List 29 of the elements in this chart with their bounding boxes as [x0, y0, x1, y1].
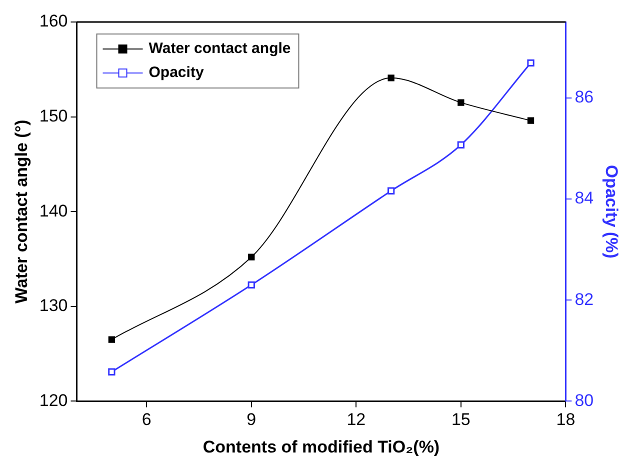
- x-tick-label: 15: [451, 410, 470, 430]
- x-axis-title: Contents of modified TiO₂(%): [202, 437, 440, 456]
- legend-label: Water contact angle: [148, 40, 291, 58]
- point: [527, 59, 534, 67]
- point: [387, 187, 395, 194]
- x-tick-label: 12: [346, 410, 366, 430]
- y-axis-title: Water contact angle (°): [12, 120, 31, 304]
- point: [248, 281, 255, 288]
- y-tick-label: 120: [39, 390, 68, 410]
- y2-tick-label: 80: [574, 390, 594, 410]
- point: [527, 117, 534, 124]
- y-tick-label: 130: [39, 296, 68, 316]
- legend-label: Opacity: [148, 64, 204, 82]
- x-tick-label: 18: [556, 410, 576, 430]
- y2-tick-label: 82: [574, 290, 594, 309]
- point: [457, 141, 464, 148]
- x-tick-label: 6: [142, 410, 152, 430]
- x-tick-label: 9: [246, 410, 256, 430]
- point: [108, 368, 116, 376]
- point: [388, 74, 394, 82]
- y-tick-label: 140: [39, 201, 68, 220]
- point: [108, 336, 116, 343]
- point: [248, 254, 255, 260]
- y-tick-label: 160: [39, 12, 68, 31]
- y2-tick-label: 86: [574, 88, 594, 107]
- y2-axis-title: Opacity (%): [602, 164, 622, 258]
- point: [458, 99, 464, 106]
- y-tick-label: 150: [39, 106, 68, 126]
- y2-tick-label: 84: [574, 188, 594, 208]
